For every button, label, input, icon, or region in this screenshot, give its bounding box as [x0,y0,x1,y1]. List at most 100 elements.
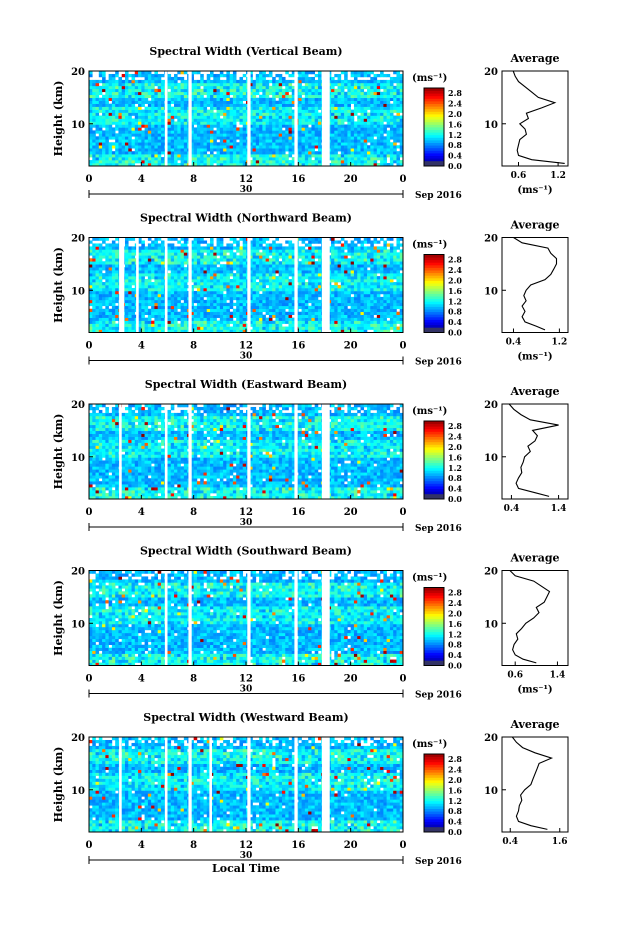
heatmap-cell [141,136,145,140]
heatmap-cell [118,115,123,119]
heatmap-cell [229,133,234,137]
heatmap-cell [141,163,145,167]
heatmap-cell [111,323,116,327]
heatmap-cell [236,79,240,84]
heatmap-cell [232,136,237,140]
heatmap-cell [252,326,257,330]
heatmap-cell [206,127,211,131]
heatmap-cell [170,299,175,304]
heatmap-cell [278,273,283,277]
heatmap-cell [275,82,280,87]
heatmap-cell [196,115,201,119]
heatmap-cell [193,106,198,110]
heatmap-cell [304,109,309,113]
heatmap-cell [190,326,194,330]
heatmap-cell [151,329,155,333]
heatmap-cell [98,329,103,333]
heatmap-cell [304,115,309,119]
heatmap-cell [363,109,368,113]
heatmap-cell [386,293,391,298]
heatmap-cell [344,94,348,99]
heatmap-cell [118,106,123,110]
heatmap-cell [167,285,172,289]
heatmap-cell [334,308,338,313]
heatmap-cell [105,293,109,298]
heatmap-cell [108,270,113,274]
heatmap-cell [203,323,208,327]
heatmap-cell [196,82,201,87]
heatmap-cell [102,133,106,137]
heatmap-cell [386,118,391,122]
heatmap-cell [367,136,371,140]
heatmap-cell [275,148,280,152]
heatmap-cell [370,157,374,161]
heatmap-cell [353,287,358,292]
heatmap-cell [190,293,194,298]
heatmap-cell [291,71,296,75]
heatmap-cell [232,293,237,298]
heatmap-cell [376,282,381,286]
heatmap-cell [138,139,142,143]
heatmap-cell [393,142,397,146]
heatmap-cell [259,282,263,286]
heatmap-cell [236,276,240,280]
heatmap-cell [95,130,100,134]
heatmap-cell [360,82,365,87]
heatmap-cell [141,273,145,277]
heatmap-cell [252,130,257,134]
heatmap-cell [118,145,123,149]
heatmap-cell [373,97,378,101]
heatmap-cell [219,103,224,107]
heatmap-cell [174,85,178,90]
heatmap-cell [203,326,208,330]
heatmap-cell [154,133,158,137]
heatmap-cell [131,82,136,87]
heatmap-cell [232,329,237,333]
heatmap-cell [242,136,247,140]
colorbar-step [424,163,444,167]
heatmap-cell [347,103,351,107]
heatmap-cell [367,88,371,93]
heatmap-cell [399,154,404,158]
heatmap-cell [92,94,96,99]
heatmap-cell [337,127,342,131]
heatmap-cell [275,139,280,143]
heatmap-cell [183,148,188,152]
heatmap-cell [340,290,345,295]
heatmap-cell [350,91,355,96]
heatmap-cell [285,329,289,333]
heatmap-cell [223,130,227,134]
heatmap-cell [157,121,162,125]
heatmap-cell [108,115,113,119]
heatmap-cell [92,163,96,167]
heatmap-cell [285,91,289,96]
heatmap-cell [304,151,309,155]
heatmap-cell [259,100,263,104]
heatmap-cell [314,97,319,101]
heatmap-cell [170,326,175,330]
heatmap-cell [170,282,175,286]
heatmap-cell [210,133,214,137]
heatmap-cell [144,97,149,101]
colorbar-step [424,108,444,112]
heatmap-cell [311,106,315,110]
heatmap-cell [347,326,351,330]
heatmap-cell [196,145,201,149]
heatmap-cell [380,73,384,78]
heatmap-cell [340,282,345,286]
heatmap-cell [281,296,286,301]
heatmap-cell [118,85,123,90]
heatmap-cell [363,282,368,286]
heatmap-cell [360,299,365,304]
heatmap-cell [95,317,100,321]
heatmap-cell [265,270,270,274]
heatmap-cell [340,85,345,90]
heatmap-cell [147,139,152,143]
heatmap-cell [242,163,247,167]
heatmap-cell [183,305,188,310]
heatmap-cell [229,130,234,134]
heatmap-cell [229,109,234,113]
heatmap-cell [272,329,276,333]
heatmap-cell [183,71,188,75]
heatmap-cell [180,130,185,134]
